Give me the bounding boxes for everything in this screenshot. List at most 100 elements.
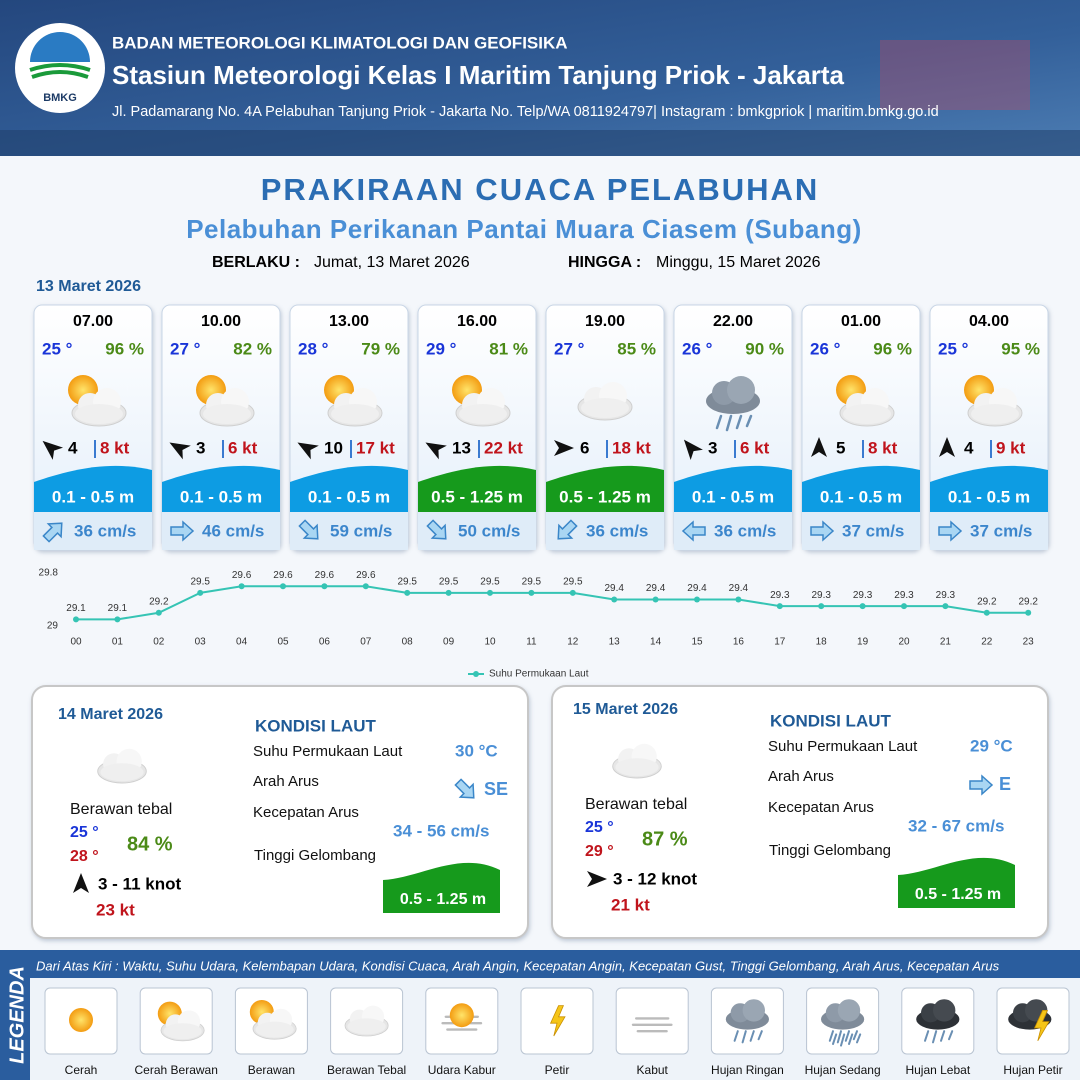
sst-point: [362, 583, 369, 590]
daily-date: 14 Maret 2026: [58, 706, 163, 723]
legend-item-label: Kabut: [637, 1063, 669, 1077]
forecast-time: 01.00: [841, 313, 881, 330]
separator: [606, 440, 608, 458]
legend-item-label: Hujan Ringan: [711, 1063, 784, 1077]
wind-speed: 5: [836, 438, 845, 457]
sst: 30 °C: [455, 741, 498, 760]
temp-min: 25 °: [585, 819, 614, 836]
wave-height: 0.5 - 1.25 m: [400, 891, 486, 908]
humidity: 96 %: [105, 339, 144, 358]
wind-speed: 6: [580, 438, 589, 457]
sst-point: [983, 609, 990, 616]
sst-label: Suhu Permukaan Laut: [253, 743, 403, 760]
wave-band: [930, 465, 1048, 512]
gust-speed: 17 kt: [356, 438, 395, 457]
wind-speed: 3: [196, 438, 205, 457]
sst-value-label: 29.5: [190, 577, 210, 588]
sst-point: [238, 583, 245, 590]
current-speed: 46 cm/s: [202, 521, 264, 540]
gust: 23 kt: [96, 900, 135, 919]
wave-band: [383, 862, 500, 913]
valid-until-label: HINGGA :: [568, 254, 641, 271]
temp-min: 25 °: [70, 824, 99, 841]
sst-point: [528, 589, 535, 596]
humidity: 87 %: [642, 828, 688, 850]
sst-value-label: 29.5: [439, 577, 459, 588]
air-temperature: 27 °: [554, 339, 585, 358]
forecast-time: 10.00: [201, 313, 241, 330]
header-decoration: [880, 40, 1030, 110]
current-speed-label: Kecepatan Arus: [768, 799, 874, 816]
sst: 29 °C: [970, 736, 1013, 755]
current-speed: 36 cm/s: [74, 521, 136, 540]
legend-icon: [449, 1003, 474, 1028]
daily-panel: [31, 685, 529, 939]
sst-point: [487, 589, 493, 596]
x-tick-label: 21: [940, 637, 952, 648]
current-dir-label: Arah Arus: [253, 773, 319, 790]
wave-band: [34, 465, 152, 512]
wave-height: 0.1 - 0.5 m: [308, 487, 390, 506]
sst-value-label: 29.6: [356, 570, 376, 581]
sst-point: [694, 596, 700, 603]
sst-value-label: 29.4: [646, 583, 666, 594]
wave-label: Tinggi Gelombang: [254, 847, 376, 864]
current-direction-arrow: [42, 522, 63, 543]
wind-speed: 4: [68, 438, 78, 457]
wave-band: [162, 465, 280, 512]
wave-height: 0.5 - 1.25 m: [559, 487, 651, 506]
gust-speed: 18 kt: [612, 438, 651, 457]
wind-direction-arrow: [73, 873, 89, 893]
x-tick-label: 19: [857, 637, 869, 648]
current-dir: SE: [484, 779, 508, 799]
x-tick-label: 06: [319, 637, 331, 648]
sst-value-label: 29.6: [232, 570, 252, 581]
x-tick-label: 17: [774, 637, 786, 648]
x-tick-label: 09: [443, 637, 455, 648]
subtitle: Pelabuhan Perikanan Pantai Muara Ciasem …: [186, 214, 862, 244]
current-speed: 59 cm/s: [330, 521, 392, 540]
sst-label: Suhu Permukaan Laut: [768, 738, 918, 755]
header-decoration: [0, 130, 1080, 156]
sst-line: [76, 585, 1029, 621]
sst-point: [445, 589, 452, 596]
humidity: 84 %: [127, 833, 173, 855]
x-tick-label: 20: [898, 637, 910, 648]
sst-value-label: 29.5: [397, 577, 417, 588]
sst-value-label: 29.3: [853, 590, 873, 601]
wave-height: 0.1 - 0.5 m: [692, 487, 774, 506]
sst-point: [901, 603, 907, 610]
sst-value-label: 29.1: [66, 603, 86, 614]
sst-point: [652, 596, 659, 603]
air-temperature: 25 °: [938, 339, 969, 358]
wave-label: Tinggi Gelombang: [769, 842, 891, 859]
wind-speed: 4: [964, 438, 974, 457]
gust: 21 kt: [611, 895, 650, 914]
wave-band: [290, 465, 408, 512]
separator: [94, 440, 96, 458]
current-speed: 36 cm/s: [714, 521, 776, 540]
wind-direction-arrow: [683, 439, 703, 461]
humidity: 95 %: [1001, 339, 1040, 358]
separator: [478, 440, 480, 458]
gust-speed: 8 kt: [868, 438, 898, 457]
current-dir: E: [999, 774, 1011, 794]
logo-mark: [29, 63, 91, 79]
legend-item-label: Berawan Tebal: [327, 1063, 406, 1077]
legend-marker: [473, 671, 479, 677]
sst-point: [942, 603, 949, 610]
sst-point: [197, 589, 204, 596]
x-tick-label: 10: [484, 637, 496, 648]
separator: [350, 440, 352, 458]
sst-point: [73, 616, 79, 623]
sst-value-label: 29.3: [894, 590, 914, 601]
x-tick-label: 15: [691, 637, 703, 648]
separator: [990, 440, 992, 458]
legend-item-label: Hujan Petir: [1003, 1063, 1062, 1077]
sst-point: [859, 603, 866, 610]
humidity: 82 %: [233, 339, 272, 358]
current-direction-arrow: [426, 519, 447, 540]
wind-speed: 13: [452, 438, 471, 457]
wave-height: 0.1 - 0.5 m: [52, 487, 134, 506]
